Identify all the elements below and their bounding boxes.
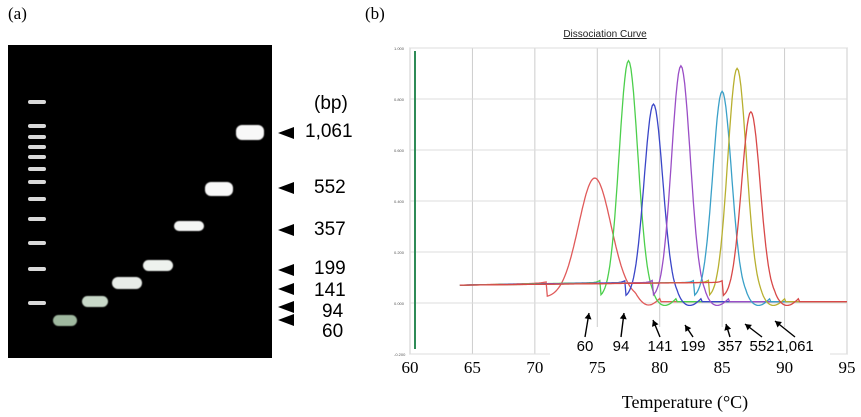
- peak-label: 199: [680, 338, 705, 355]
- size-label-552: 552: [314, 177, 346, 198]
- arrowhead-1061: [278, 127, 294, 139]
- peak-label: 1,061: [776, 338, 814, 355]
- x-tick-label: 65: [464, 358, 481, 377]
- x-tick-label: 80: [651, 358, 668, 377]
- ladder-band: [28, 145, 46, 149]
- size-label-199: 199: [314, 258, 346, 279]
- ladder-band: [28, 267, 46, 271]
- bp-unit-label: (bp): [314, 93, 348, 114]
- band-1061: [236, 125, 264, 140]
- ladder-band: [28, 135, 46, 139]
- x-tick-label: 90: [776, 358, 793, 377]
- ladder-band: [28, 217, 46, 221]
- y-tick-label: -0.200: [394, 352, 406, 357]
- peak-label: 552: [749, 338, 774, 355]
- x-tick-label: 70: [526, 358, 543, 377]
- arrowhead-141: [278, 283, 294, 295]
- curve-series-6: [459, 110, 847, 307]
- band-199: [143, 260, 173, 271]
- ladder-band: [28, 301, 46, 305]
- ladder-band: [28, 155, 46, 159]
- peak-arrowhead: [652, 320, 659, 327]
- size-label-141: 141: [314, 280, 346, 301]
- curve-series-3: [459, 64, 847, 307]
- y-tick-label: 0.400: [394, 199, 405, 204]
- ladder-band: [28, 100, 46, 104]
- curve-series-0: [459, 177, 847, 306]
- gel-image: [8, 45, 272, 358]
- panel-label-b: (b): [365, 4, 385, 23]
- panel-label-a: (a): [8, 4, 27, 23]
- ladder-band: [28, 197, 46, 201]
- y-tick-label: 1.000: [394, 46, 405, 51]
- size-label-60: 60: [322, 321, 344, 342]
- x-tick-label: 60: [402, 358, 419, 377]
- ladder-band: [28, 124, 46, 128]
- band-141: [112, 277, 142, 289]
- curve-series-2: [459, 103, 847, 307]
- peak-arrowhead: [619, 313, 627, 320]
- arrowhead-199: [278, 264, 294, 276]
- peak-label: 357: [717, 338, 742, 355]
- size-label-94: 94: [322, 301, 344, 322]
- band-357: [174, 221, 204, 231]
- y-tick-label: 0.600: [394, 148, 405, 153]
- y-tick-label: 0.000: [394, 301, 405, 306]
- chart-title: Dissociation Curve: [563, 29, 647, 40]
- curve-series-1: [459, 59, 847, 307]
- size-label-357: 357: [314, 219, 346, 240]
- arrowhead-552: [278, 182, 294, 194]
- peak-label: 141: [647, 338, 672, 355]
- ladder-band: [28, 180, 46, 184]
- arrowhead-94: [278, 301, 294, 313]
- arrowhead-60: [278, 314, 294, 326]
- x-tick-label: 75: [589, 358, 606, 377]
- peak-label: 94: [613, 338, 630, 355]
- ladder-band: [28, 167, 46, 171]
- x-tick-label: 85: [714, 358, 731, 377]
- y-tick-label: 0.200: [394, 250, 405, 255]
- peak-arrowhead: [685, 325, 692, 332]
- band-60: [53, 315, 77, 326]
- curve-series-4: [459, 90, 847, 307]
- y-tick-label: 0.800: [394, 97, 405, 102]
- band-94: [82, 296, 108, 307]
- peak-arrowhead: [584, 313, 592, 320]
- band-552: [205, 182, 233, 196]
- arrowhead-357: [278, 224, 294, 236]
- size-label-1061: 1,061: [305, 121, 353, 142]
- x-axis-label: Temperature (°C): [622, 392, 748, 413]
- peak-arrowhead: [724, 324, 732, 331]
- peak-label: 60: [577, 338, 594, 355]
- peak-arrowhead: [745, 324, 752, 331]
- x-tick-label: 95: [839, 358, 856, 377]
- ladder-band: [28, 241, 46, 245]
- peak-arrowhead: [775, 321, 782, 328]
